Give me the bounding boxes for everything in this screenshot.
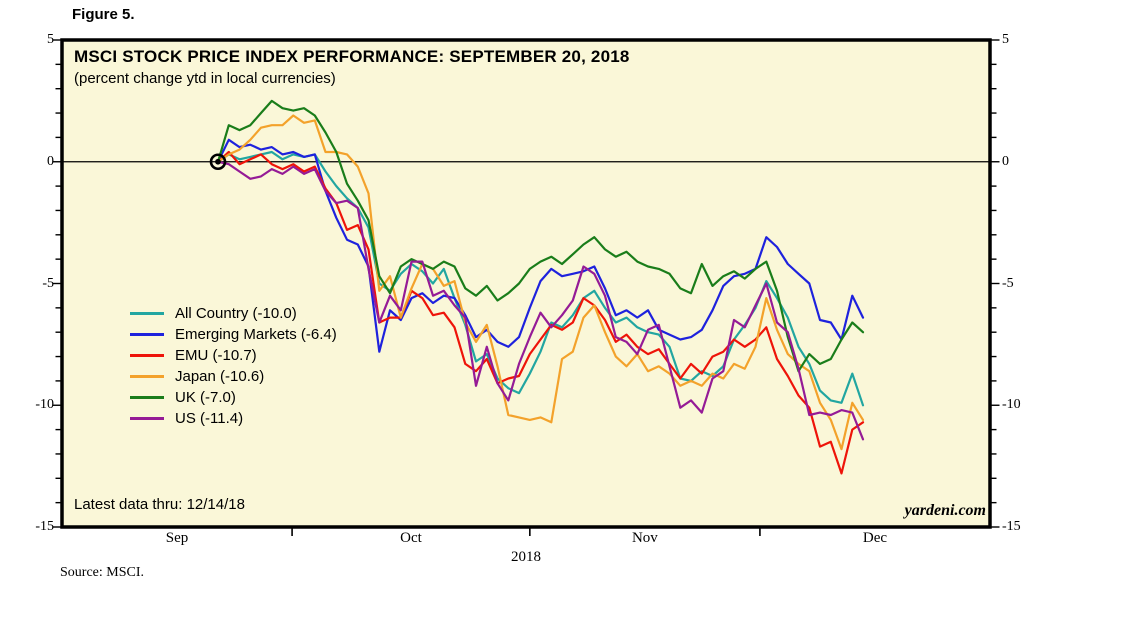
start-marker-ring bbox=[209, 153, 227, 171]
legend-line-swatch bbox=[130, 354, 164, 357]
chart-legend: All Country (-10.0) Emerging Markets (-6.… bbox=[130, 303, 337, 429]
legend-item-japan: Japan (-10.6) bbox=[130, 366, 337, 387]
y-axis-tick-label-left: 5 bbox=[47, 32, 54, 47]
legend-item-label: UK (-7.0) bbox=[175, 389, 236, 406]
legend-item-all-country: All Country (-10.0) bbox=[130, 303, 337, 324]
y-axis-tick-label-right: -15 bbox=[1002, 519, 1021, 534]
legend-line-swatch bbox=[130, 312, 164, 315]
chart-title: MSCI STOCK PRICE INDEX PERFORMANCE: SEPT… bbox=[74, 47, 630, 66]
legend-line-swatch bbox=[130, 396, 164, 399]
x-axis-month-label: Sep bbox=[165, 530, 189, 546]
source-note: Source: MSCI. bbox=[60, 565, 144, 580]
figure-label: Figure 5. bbox=[72, 6, 135, 23]
legend-item-label: All Country (-10.0) bbox=[175, 305, 297, 322]
plot-area-box bbox=[60, 38, 992, 529]
y-axis-tick-label-left: 0 bbox=[47, 153, 54, 169]
y-axis-tick-label-left: -15 bbox=[35, 519, 54, 534]
series-line-uk bbox=[216, 99, 865, 373]
yardeni-watermark: yardeni.com bbox=[904, 502, 986, 519]
start-marker-dot bbox=[215, 158, 221, 165]
legend-item-label: Emerging Markets (-6.4) bbox=[175, 326, 337, 343]
legend-item-label: Japan (-10.6) bbox=[175, 368, 265, 385]
x-axis-month-label: Dec bbox=[862, 530, 888, 546]
x-axis-month-label: Oct bbox=[400, 530, 422, 546]
legend-item-emu: EMU (-10.7) bbox=[130, 345, 337, 366]
latest-data-note: Latest data thru: 12/14/18 bbox=[74, 496, 245, 513]
series-line-japan bbox=[216, 114, 865, 451]
y-axis-tick-label-right: -10 bbox=[1002, 397, 1021, 413]
legend-item-emerging-markets: Emerging Markets (-6.4) bbox=[130, 324, 337, 345]
legend-item-uk: UK (-7.0) bbox=[130, 387, 337, 408]
x-axis-year-label: 2018 bbox=[511, 549, 541, 565]
legend-item-label: US (-11.4) bbox=[175, 410, 244, 427]
legend-item-label: EMU (-10.7) bbox=[175, 347, 257, 364]
y-axis-tick-label-right: -5 bbox=[1002, 275, 1014, 291]
y-axis-tick-label-left: -10 bbox=[35, 397, 54, 413]
legend-line-swatch bbox=[130, 375, 164, 378]
legend-item-us: US (-11.4) bbox=[130, 408, 337, 429]
y-axis-tick-label-right: 0 bbox=[1002, 153, 1009, 169]
y-axis-tick-label-right: 5 bbox=[1002, 32, 1009, 47]
x-axis-month-label: Nov bbox=[631, 530, 658, 546]
y-axis-tick-label-left: -5 bbox=[42, 275, 54, 291]
legend-line-swatch bbox=[130, 417, 164, 420]
series-line-us bbox=[216, 160, 865, 441]
chart-subtitle: (percent change ytd in local currencies) bbox=[74, 70, 336, 87]
legend-line-swatch bbox=[130, 333, 164, 336]
